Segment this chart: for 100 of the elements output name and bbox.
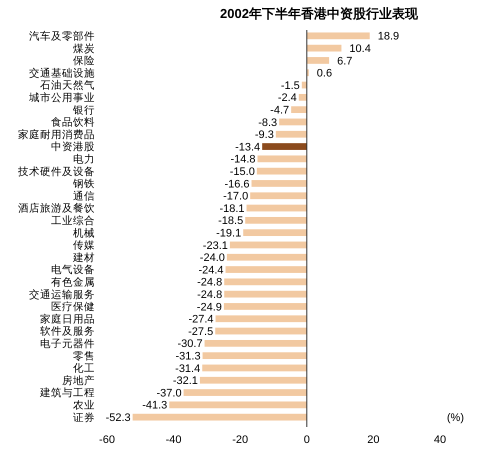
data-label: -9.3 xyxy=(254,129,274,142)
data-label: -27.5 xyxy=(188,326,214,338)
data-label: -24.9 xyxy=(196,301,222,314)
y-tick-label: 食品饮料 xyxy=(51,116,95,129)
bar xyxy=(224,303,307,310)
bar xyxy=(224,278,307,286)
y-tick-label: 建筑与工程 xyxy=(39,386,95,400)
y-tick-label: 医疗保健 xyxy=(51,300,95,314)
y-tick-label: 钢铁 xyxy=(72,178,95,190)
y-tick-label: 家庭耐用消费品 xyxy=(18,128,95,141)
data-label: -31.4 xyxy=(175,362,200,375)
x-tick-label: 0 xyxy=(304,434,310,446)
y-tick-label: 城市公用事业 xyxy=(28,91,95,104)
bar xyxy=(132,414,307,421)
data-label: -24.0 xyxy=(200,252,225,264)
chart-title: 2002年下半年香港中资股行业表现 xyxy=(220,6,419,21)
x-tick-label: -40 xyxy=(166,434,182,446)
bar xyxy=(276,130,307,138)
y-tick-label: 软件及服务 xyxy=(40,326,95,338)
y-tick-label: 保险 xyxy=(73,55,95,68)
data-label: -16.6 xyxy=(224,178,250,190)
bar xyxy=(262,143,307,150)
data-label: -24.4 xyxy=(198,264,224,276)
bar xyxy=(306,44,342,52)
bar xyxy=(169,401,307,408)
y-tick-label: 电气设备 xyxy=(51,263,95,276)
x-tick-label: -60 xyxy=(99,434,115,446)
data-label: -1.5 xyxy=(280,80,300,92)
bar xyxy=(246,204,307,212)
y-tick-label: 酒店旅游及餐饮 xyxy=(18,202,95,215)
data-label: -14.8 xyxy=(230,154,256,166)
x-tick-label: 20 xyxy=(367,434,380,446)
data-label: -30.7 xyxy=(177,338,203,350)
y-tick-label: 零售 xyxy=(73,350,95,362)
data-label: -41.3 xyxy=(142,400,168,412)
y-tick-label: 建材 xyxy=(72,250,95,264)
bar xyxy=(279,118,307,126)
bar xyxy=(204,340,307,347)
data-label: -13.4 xyxy=(235,141,260,154)
data-label: 18.9 xyxy=(378,30,400,43)
y-tick-label: 农业 xyxy=(73,398,95,412)
bar xyxy=(202,352,307,360)
y-tick-label: 中资港股 xyxy=(51,140,95,154)
x-tick-label: -20 xyxy=(232,434,248,446)
y-tick-label: 证券 xyxy=(73,410,95,424)
y-tick-label: 工业综合 xyxy=(51,214,95,228)
y-tick-label: 家庭日用品 xyxy=(40,312,95,326)
bar xyxy=(230,242,307,248)
bar xyxy=(243,229,307,236)
y-tick-label: 化工 xyxy=(73,362,95,375)
bar xyxy=(252,180,307,187)
bar xyxy=(215,328,307,334)
data-label: -31.3 xyxy=(175,350,201,363)
data-label: -18.1 xyxy=(219,202,245,215)
bar xyxy=(306,57,330,64)
y-tick-label: 通信 xyxy=(73,189,95,202)
data-label: -4.7 xyxy=(270,104,290,116)
bar xyxy=(224,290,307,298)
bar xyxy=(200,376,307,384)
bar xyxy=(256,168,307,175)
y-tick-label: 汽车及零部件 xyxy=(29,30,95,43)
data-label: -27.4 xyxy=(188,314,214,326)
y-tick-label: 传媒 xyxy=(73,240,95,252)
y-tick-label: 机械 xyxy=(73,226,95,240)
data-label: -18.5 xyxy=(218,215,244,228)
bar xyxy=(226,254,307,261)
bar xyxy=(291,106,307,114)
y-tick-label: 有色金属 xyxy=(51,276,95,289)
y-tick-label: 煤炭 xyxy=(73,42,95,55)
bar xyxy=(202,364,307,372)
y-tick-label: 房地产 xyxy=(62,374,95,387)
x-tick-label: 40 xyxy=(434,434,446,446)
y-tick-label: 交通运输服务 xyxy=(29,288,95,301)
data-label: 0.6 xyxy=(316,68,332,80)
bar xyxy=(226,266,307,273)
bar xyxy=(298,94,307,101)
bar xyxy=(245,216,307,224)
data-label: -24.8 xyxy=(197,289,222,302)
data-label: -52.3 xyxy=(106,412,131,424)
y-tick-label: 石油天然气 xyxy=(40,78,95,92)
y-tick-label: 技术硬件及设备 xyxy=(17,164,95,178)
bar xyxy=(306,32,370,40)
data-label: -8.3 xyxy=(258,116,278,129)
y-tick-label: 电子元器件 xyxy=(40,337,95,350)
bar xyxy=(250,192,307,200)
data-label: 10.4 xyxy=(349,42,371,55)
bar xyxy=(184,389,307,396)
y-tick-label: 银行 xyxy=(72,104,95,116)
data-label: -24.8 xyxy=(197,276,222,289)
bar xyxy=(258,155,307,162)
text: (%) xyxy=(446,412,464,424)
data-label: -15.0 xyxy=(230,166,255,178)
data-label: 6.7 xyxy=(337,55,352,68)
data-label: -17.0 xyxy=(223,190,248,203)
data-label: -23.1 xyxy=(202,240,228,252)
data-label: -32.1 xyxy=(172,375,198,388)
y-tick-label: 电力 xyxy=(73,152,95,166)
y-tick-label: 交通基础设施 xyxy=(29,66,95,80)
bar xyxy=(302,82,307,88)
bar xyxy=(216,315,307,322)
